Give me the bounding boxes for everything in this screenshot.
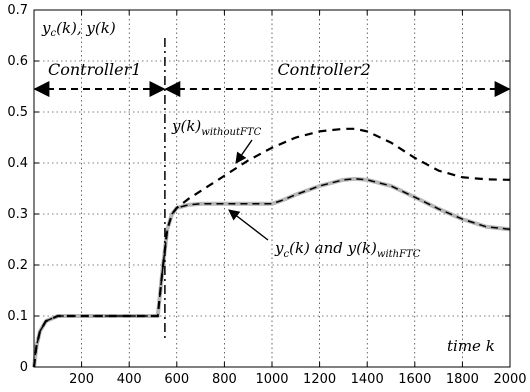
region-label-1: Controller1 <box>48 60 141 79</box>
y-tick-label: 0.3 <box>7 207 28 222</box>
x-tick-label: 200 <box>69 372 94 387</box>
x-tick-label: 800 <box>212 372 237 387</box>
region-label-2: Controller2 <box>277 60 370 79</box>
y-tick-label: 0.2 <box>7 258 28 273</box>
x-tick-label: 1200 <box>303 372 336 387</box>
annotation-with: yc(k) and y(k)withFTC <box>274 239 421 260</box>
annotation-arrow-with <box>228 209 269 241</box>
annotations: Controller1 Controller2 y(k)withoutFTC yc(k… <box>33 60 511 260</box>
annotation-without: y(k)withoutFTC <box>171 117 262 138</box>
x-tick-label: 600 <box>164 372 189 387</box>
x-tick-label: 2000 <box>493 372 526 387</box>
x-tick-label: 1400 <box>351 372 384 387</box>
y-tick-label: 0 <box>20 360 28 375</box>
y-tick-label: 0.4 <box>7 156 28 171</box>
grid <box>34 10 510 367</box>
ticks: 0 0.1 0.2 0.3 0.4 0.5 0.6 0.7 200 400 600 800 1000 12… <box>7 3 526 387</box>
annotation-arrow-without <box>235 139 253 164</box>
y-tick-label: 0.6 <box>7 54 28 69</box>
series-layer <box>32 38 511 368</box>
x-axis-label: time k <box>447 337 495 355</box>
y-tick-label: 0.1 <box>7 309 28 324</box>
series-line-without-ftc <box>32 127 511 368</box>
x-tick-label: 1800 <box>446 372 479 387</box>
x-tick-label: 400 <box>117 372 142 387</box>
x-tick-label: 1600 <box>398 372 431 387</box>
y-tick-label: 0.5 <box>7 105 28 120</box>
y-tick-label: 0.7 <box>7 3 28 18</box>
x-tick-label: 1000 <box>255 372 288 387</box>
y-axis-label: yc(k), y(k) <box>41 19 116 39</box>
